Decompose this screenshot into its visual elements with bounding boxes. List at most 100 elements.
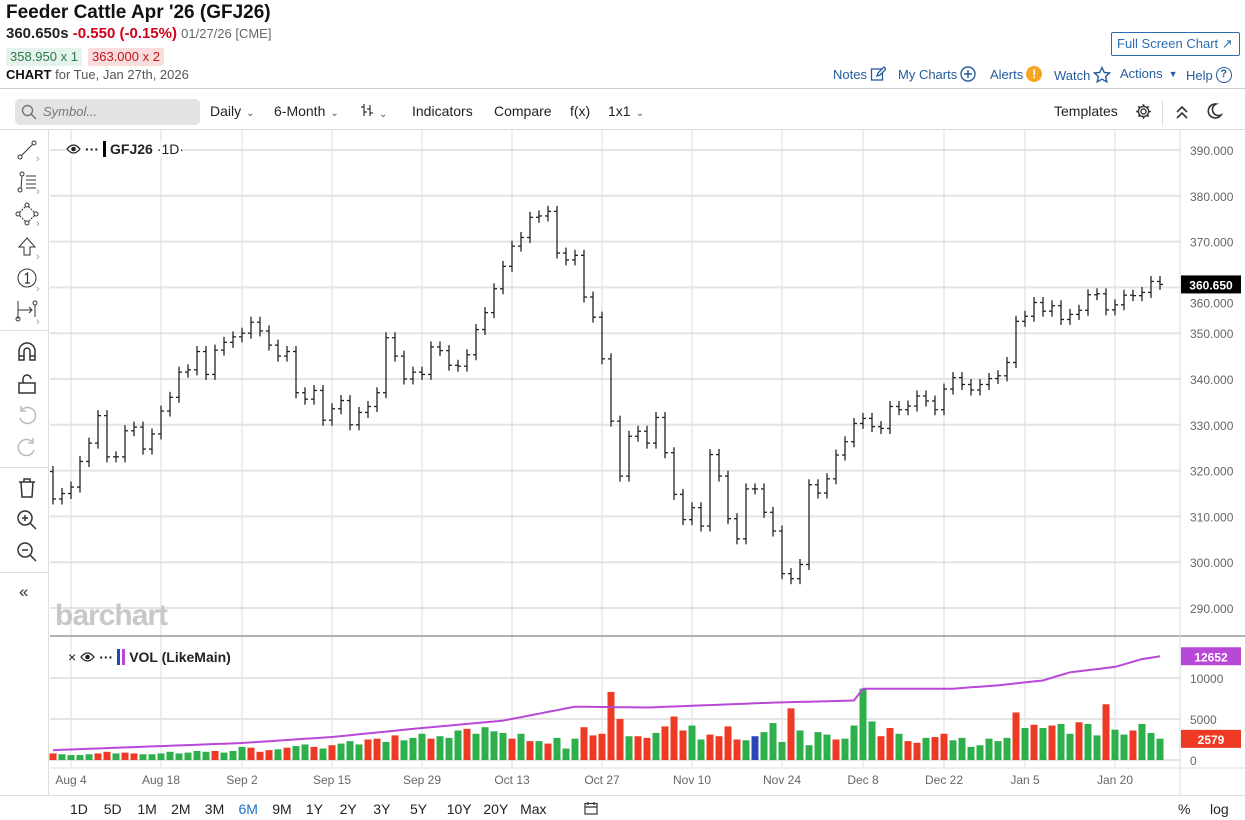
last-price: 360.650s: [6, 25, 69, 42]
eye-icon[interactable]: [80, 652, 95, 662]
notes-link[interactable]: Notes: [833, 66, 886, 82]
ohlc-bar: [311, 384, 317, 405]
ohlc-bar: [833, 449, 839, 485]
more-icon[interactable]: ···: [99, 649, 114, 665]
log-toggle[interactable]: log: [1210, 801, 1229, 817]
ohlc-bar: [788, 568, 794, 585]
ohlc-bar: [1139, 286, 1145, 302]
ohlc-bar: [725, 470, 731, 525]
range-button-6m[interactable]: 6M: [238, 801, 258, 817]
layout-dropdown[interactable]: 1x1 ⌄: [608, 103, 644, 119]
templates-button[interactable]: Templates: [1054, 103, 1118, 119]
alerts-link[interactable]: Alerts!: [990, 66, 1043, 82]
volume-bar: [886, 728, 894, 760]
percent-toggle[interactable]: %: [1178, 801, 1191, 817]
trend-line-tool-icon[interactable]: [15, 138, 39, 162]
ohlc-bar: [221, 336, 227, 356]
avg-value-label: 12652: [1194, 650, 1228, 664]
price-tick-label: 290.000: [1190, 602, 1234, 616]
volume-bar: [931, 737, 939, 760]
fx-button[interactable]: f(x): [570, 103, 591, 119]
volume-bar: [328, 745, 336, 760]
fib-tool-icon[interactable]: [15, 170, 39, 194]
magnet-icon[interactable]: [15, 340, 39, 364]
ohlc-bar: [968, 379, 974, 396]
zoom-in-icon[interactable]: [15, 508, 39, 532]
moon-icon[interactable]: [1205, 102, 1223, 120]
volume-bar: [103, 751, 111, 760]
volume-bar: [211, 750, 219, 760]
volume-bar: [994, 741, 1002, 760]
notes-label: Notes: [833, 66, 867, 82]
ohlc-bar: [392, 332, 398, 362]
watch-link[interactable]: Watch: [1054, 66, 1112, 84]
trash-icon[interactable]: [15, 476, 39, 500]
more-icon[interactable]: ···: [85, 141, 99, 157]
volume-bar: [1138, 723, 1146, 760]
undo-icon[interactable]: [15, 403, 39, 427]
volume-bar: [823, 734, 831, 760]
unlock-icon[interactable]: [15, 372, 39, 396]
ohlc-bar: [230, 331, 236, 348]
volume-bar: [967, 746, 975, 760]
range-button-1m[interactable]: 1M: [137, 801, 157, 817]
my-charts-link[interactable]: My Charts: [898, 66, 976, 82]
range-button-20y[interactable]: 20Y: [483, 801, 509, 817]
interval-dropdown[interactable]: Daily ⌄: [210, 103, 255, 119]
range-button-5d[interactable]: 5D: [103, 801, 122, 817]
volume-bar: [850, 725, 858, 760]
indicators-button[interactable]: Indicators: [412, 103, 473, 119]
volume-bar: [985, 738, 993, 760]
toolbar-divider: [1162, 100, 1163, 126]
collapse-chevrons-icon[interactable]: [1174, 104, 1190, 120]
help-icon: ?: [1215, 67, 1232, 83]
volume-bar: [157, 753, 165, 760]
volume-bar: [310, 746, 318, 760]
price-tick-label: 380.000: [1190, 190, 1234, 204]
zoom-out-icon[interactable]: [15, 540, 39, 564]
volume-bar: [733, 739, 741, 760]
ohlc-bar: [707, 449, 713, 532]
price-chart[interactable]: 390.000 380.000 370.000 360.000 350.000 340.0…: [0, 0, 1245, 795]
full-screen-chart-button[interactable]: Full Screen Chart ↗: [1111, 32, 1240, 56]
close-icon[interactable]: ×: [68, 649, 77, 665]
number-marker-icon[interactable]: [15, 266, 39, 290]
actions-menu[interactable]: Actions ▼: [1120, 66, 1178, 81]
measure-tool-icon[interactable]: [15, 298, 39, 322]
ohlc-bar: [689, 502, 695, 526]
date-tick-label: Sep 29: [403, 773, 441, 787]
gear-icon[interactable]: [1135, 103, 1152, 120]
ohlc-bar: [905, 400, 911, 416]
ohlc-bar: [347, 395, 353, 431]
range-button-10y[interactable]: 10Y: [446, 801, 472, 817]
ohlc-bar: [1112, 299, 1118, 316]
range-dropdown[interactable]: 6-Month ⌄: [274, 103, 339, 119]
calendar-icon[interactable]: [584, 801, 598, 815]
range-button-2m[interactable]: 2M: [171, 801, 191, 817]
range-button-1d[interactable]: 1D: [70, 801, 88, 817]
volume-value-label: 2579: [1198, 733, 1225, 747]
range-button-9m[interactable]: 9M: [272, 801, 292, 817]
collapse-sidebar-icon[interactable]: «: [19, 582, 29, 601]
shape-tool-icon[interactable]: [15, 202, 39, 226]
range-button-max[interactable]: Max: [520, 801, 547, 817]
range-button-1y[interactable]: 1Y: [305, 801, 324, 817]
arrow-up-tool-icon[interactable]: [15, 235, 39, 259]
redo-icon[interactable]: [15, 435, 39, 459]
ohlc-bar: [176, 366, 182, 403]
actions-label: Actions: [1120, 66, 1163, 81]
eye-icon[interactable]: [66, 144, 81, 154]
help-link[interactable]: Help?: [1186, 67, 1232, 83]
range-button-2y[interactable]: 2Y: [339, 801, 357, 817]
range-button-5y[interactable]: 5Y: [410, 801, 428, 817]
range-button-3y[interactable]: 3Y: [373, 801, 391, 817]
symbol-search-input[interactable]: Symbol...: [15, 99, 200, 125]
date-tick-label: Sep 15: [313, 773, 351, 787]
volume-bar: [166, 751, 174, 760]
bar-type-dropdown[interactable]: ⌄: [360, 103, 387, 120]
volume-bar: [1039, 728, 1047, 760]
compare-button[interactable]: Compare: [494, 103, 552, 119]
volume-legend-label: VOL (LikeMain): [129, 649, 231, 665]
range-button-3m[interactable]: 3M: [204, 801, 225, 817]
date-tick-label: Dec 8: [847, 773, 879, 787]
